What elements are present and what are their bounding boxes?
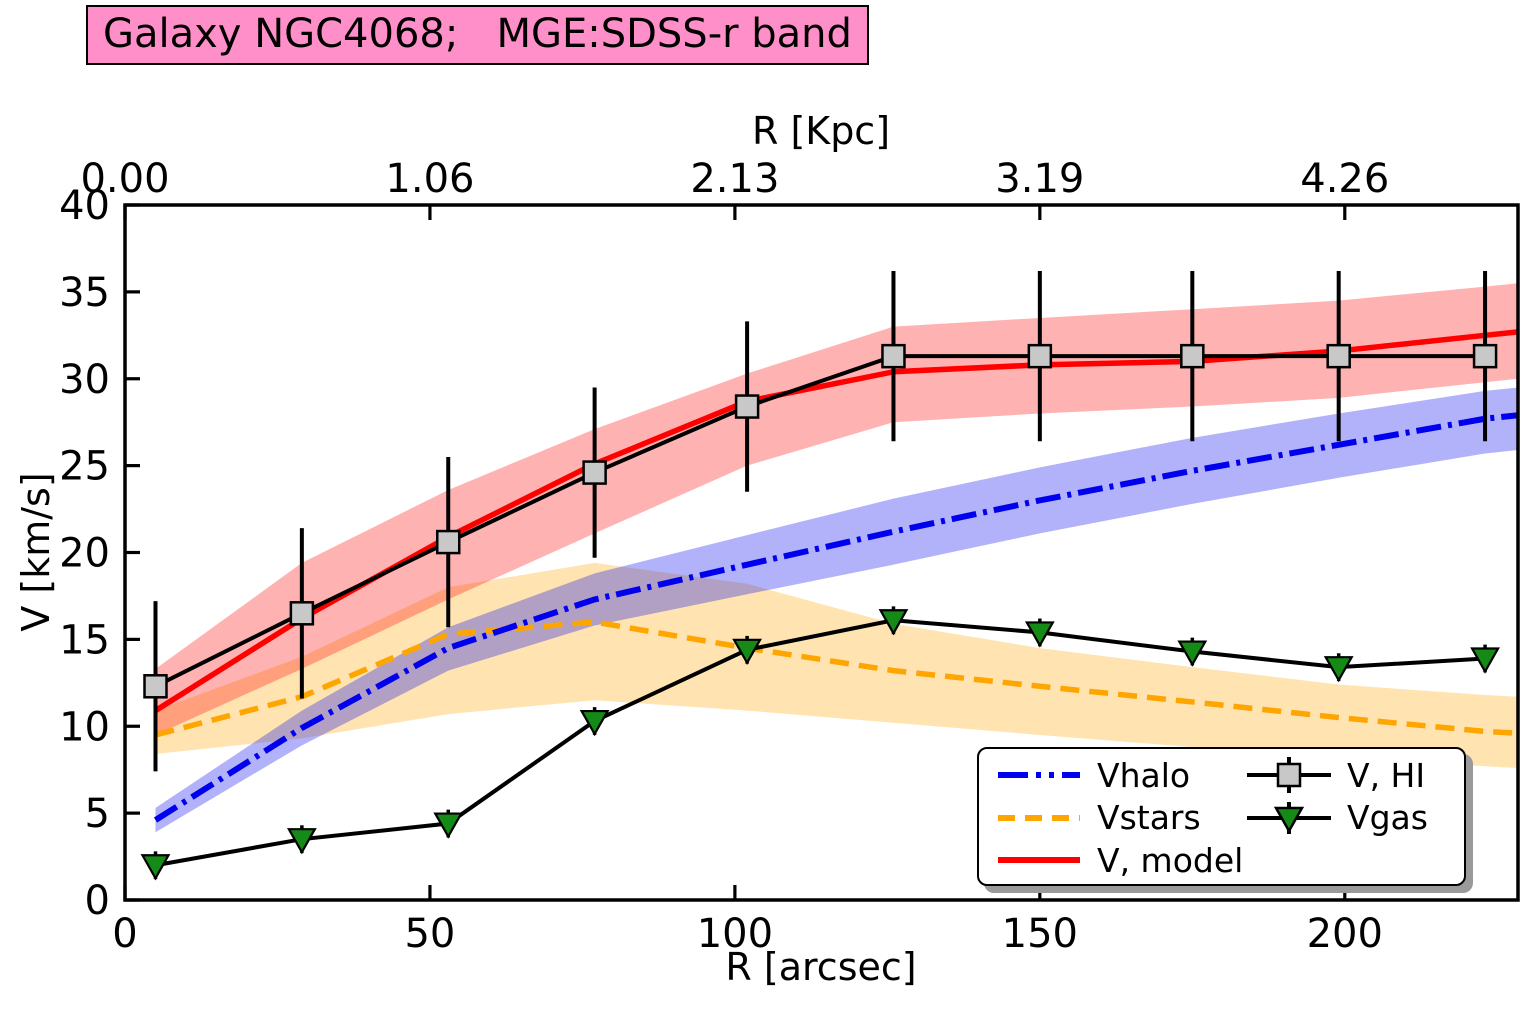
- vhalo-curve: [153, 412, 1519, 823]
- x-tick-label-top: 1.06: [385, 156, 474, 202]
- legend-label-vmodel: V, model: [1097, 840, 1244, 880]
- legend-label-vhalo: Vhalo: [1097, 755, 1191, 795]
- y-axis-label: V [km/s]: [14, 472, 58, 632]
- hi-marker: [435, 529, 461, 555]
- gas-marker: [286, 828, 317, 855]
- hi-marker: [881, 343, 906, 369]
- gas-marker: [579, 709, 610, 737]
- x-tick-label-bottom: 200: [1307, 911, 1383, 957]
- vhi-marker-sample: [1247, 757, 1331, 794]
- legend-label-vstars: Vstars: [1097, 798, 1201, 838]
- x-tick-label-bottom: 0: [112, 911, 137, 957]
- legend-item-vmodel: V, model: [995, 839, 1245, 882]
- vhalo-line-sample: [998, 772, 1080, 779]
- x-tick-label-top: 2.13: [690, 156, 779, 202]
- legend-label-vhi: V, HI: [1347, 755, 1426, 795]
- hi-marker: [1472, 343, 1498, 369]
- vmodel-line-sample: [998, 857, 1080, 864]
- hi-marker: [289, 601, 315, 626]
- y-tick-label: 30: [59, 357, 110, 403]
- legend-item-vhi: V, HI: [1245, 754, 1464, 797]
- stars-band: [155, 562, 1518, 768]
- vgas-line: [155, 618, 1486, 868]
- gas-marker: [878, 609, 909, 636]
- legend-column-2: V, HI Vgas: [1245, 754, 1464, 882]
- x-tick-label-top: 3.19: [995, 156, 1084, 202]
- x-axis-label-bottom: R [arcsec]: [725, 945, 917, 989]
- y-tick-label: 0: [85, 878, 110, 924]
- halo-band: [155, 387, 1518, 833]
- gas-marker: [433, 812, 464, 839]
- hi-marker: [143, 674, 168, 699]
- vhi-line: [154, 354, 1486, 689]
- vgas-marker-sample: [1247, 801, 1331, 834]
- y-tick-label: 40: [59, 183, 110, 229]
- x-tick-label-top: 4.26: [1300, 156, 1389, 202]
- x-tick-label-bottom: 50: [404, 911, 455, 957]
- x-axis-label-top: R [Kpc]: [751, 109, 891, 153]
- vstars-curve: [154, 619, 1519, 738]
- x-tick-label-bottom: 100: [697, 911, 773, 957]
- hi-marker: [1180, 343, 1205, 369]
- gas-marker: [1470, 647, 1500, 674]
- gas-marker: [732, 638, 762, 666]
- x-tick-label-bottom: 150: [1002, 911, 1078, 957]
- chart-title: Galaxy NGC4068; MGE:SDSS-r band: [86, 5, 869, 65]
- legend-column-1: Vhalo Vstars V, model: [995, 754, 1245, 882]
- hi-marker: [734, 394, 760, 419]
- y-tick-label: 15: [59, 617, 110, 663]
- vstars-line-sample: [998, 814, 1080, 821]
- hi-marker: [582, 460, 607, 485]
- y-tick-label: 5: [85, 791, 110, 837]
- model-band: [155, 283, 1518, 735]
- gas-marker: [140, 854, 171, 881]
- gas-marker: [1024, 621, 1055, 648]
- hi-marker: [1326, 343, 1351, 369]
- hi-marker: [1027, 343, 1053, 369]
- y-tick-label: 10: [59, 704, 110, 750]
- x-tick-label-top: 0.00: [80, 156, 169, 202]
- legend: Vhalo Vstars V, model: [977, 747, 1466, 886]
- legend-item-vgas: Vgas: [1245, 797, 1464, 840]
- y-tick-label: 20: [59, 531, 110, 577]
- legend-item-vstars: Vstars: [995, 797, 1245, 840]
- legend-item-vhalo: Vhalo: [995, 754, 1245, 797]
- y-tick-label: 25: [59, 444, 110, 490]
- y-tick-label: 35: [59, 270, 110, 316]
- gas-marker: [1177, 640, 1208, 667]
- gas-marker: [1323, 656, 1354, 683]
- legend-label-vgas: Vgas: [1347, 798, 1428, 838]
